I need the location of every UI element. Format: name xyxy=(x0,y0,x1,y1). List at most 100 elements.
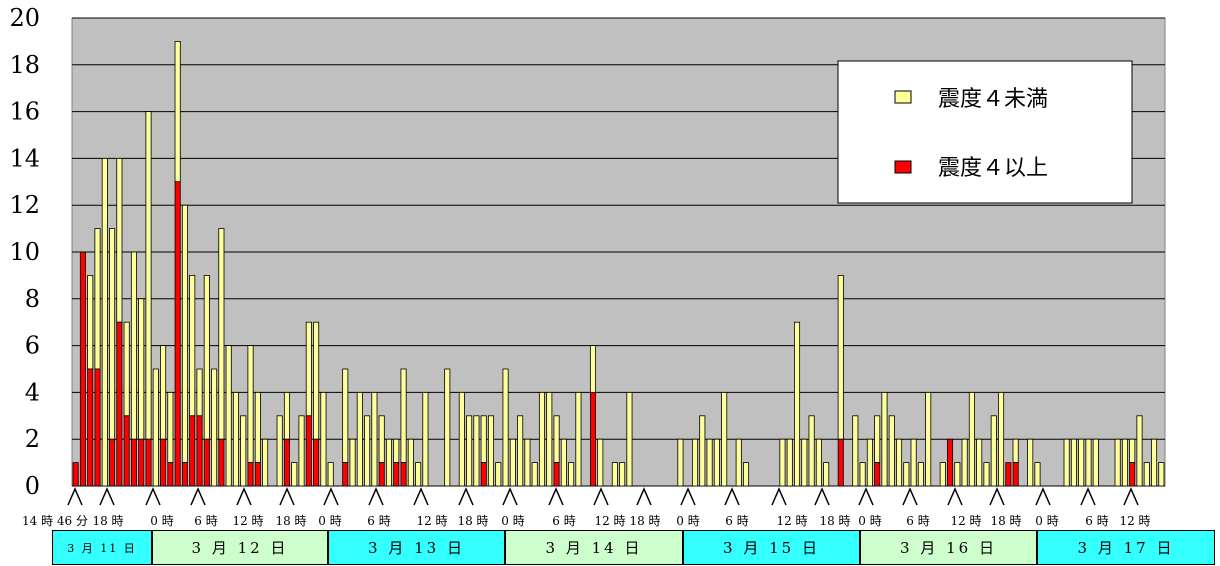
bar-above4 xyxy=(109,438,116,487)
bar-below4 xyxy=(568,462,575,487)
bar-below4 xyxy=(794,321,801,487)
bar-below4 xyxy=(560,438,567,487)
bar-below4 xyxy=(487,415,495,487)
bar-above4 xyxy=(123,415,130,487)
y-tick-label: 10 xyxy=(9,238,40,266)
x-tick-label: 18 時 xyxy=(819,514,850,528)
bar-below4 xyxy=(589,345,597,393)
bar-below4 xyxy=(415,462,422,487)
legend-label-below4: 震度４未満 xyxy=(938,87,1048,112)
x-tick-arrow xyxy=(279,487,295,506)
bar-below4 xyxy=(910,438,917,487)
bar-below4 xyxy=(1012,438,1019,464)
date-cell: 3 月 14 日 xyxy=(505,530,683,565)
bar-below4 xyxy=(145,111,152,440)
bar-below4 xyxy=(990,415,997,487)
x-tick-label: 6 時 xyxy=(194,514,217,528)
bar-above4 xyxy=(480,462,487,487)
x-tick-label: 12 時 xyxy=(232,514,263,528)
x-tick-label: 14 時 46 分 xyxy=(22,514,88,528)
bar-below4 xyxy=(546,391,553,487)
bar-below4 xyxy=(167,391,174,463)
bar-below4 xyxy=(211,368,218,487)
bar-below4 xyxy=(364,415,371,487)
bar-below4 xyxy=(538,391,546,487)
bar-below4 xyxy=(371,391,378,487)
x-tick-arrow xyxy=(902,487,918,506)
bar-below4 xyxy=(742,462,750,487)
x-tick-arrow xyxy=(236,487,252,506)
bar-below4 xyxy=(954,462,961,487)
bar-above4 xyxy=(218,438,225,487)
bar-above4 xyxy=(167,462,174,487)
bar-below4 xyxy=(225,345,232,487)
x-tick-arrow xyxy=(67,487,83,506)
x-tick-arrow xyxy=(680,487,696,506)
bar-below4 xyxy=(903,462,910,487)
bar-above4 xyxy=(72,462,79,487)
legend: 震度４未満 震度４以上 xyxy=(837,60,1133,204)
bar-below4 xyxy=(385,438,392,487)
bar-below4 xyxy=(815,438,822,487)
bar-below4 xyxy=(232,391,239,487)
bar-below4 xyxy=(1063,438,1070,487)
x-tick-label: 6 時 xyxy=(1085,514,1108,528)
bar-below4 xyxy=(721,391,728,487)
bar-below4 xyxy=(1092,438,1099,487)
bar-below4 xyxy=(553,415,560,463)
bar-below4 xyxy=(859,462,866,487)
y-tick-label: 4 xyxy=(25,378,40,406)
bar-below4 xyxy=(837,274,844,440)
y-tick-label: 2 xyxy=(25,425,40,453)
legend-swatch-above4 xyxy=(894,160,912,174)
x-tick-label: 0 時 xyxy=(501,514,524,528)
date-cell: 3 月 11 日 xyxy=(52,530,152,565)
x-tick-arrow xyxy=(1035,487,1051,506)
bar-below4 xyxy=(123,321,130,417)
legend-swatch-below4 xyxy=(894,90,912,104)
bar-below4 xyxy=(866,438,873,487)
x-tick-arrow xyxy=(1123,487,1139,506)
x-tick-arrow xyxy=(858,487,874,506)
bar-below4 xyxy=(473,415,480,487)
date-cell: 3 月 15 日 xyxy=(683,530,860,565)
bar-below4 xyxy=(298,415,305,487)
x-tick-arrow xyxy=(989,487,1005,506)
bar-below4 xyxy=(575,391,582,487)
bar-above4 xyxy=(393,462,400,487)
bar-above4 xyxy=(254,462,261,487)
bar-below4 xyxy=(276,415,283,487)
x-tick-label: 12 時 xyxy=(776,514,807,528)
bar-below4 xyxy=(597,438,604,487)
bar-below4 xyxy=(517,415,524,487)
x-tick-arrow xyxy=(1080,487,1096,506)
y-tick-label: 12 xyxy=(9,191,40,219)
legend-label-above4: 震度４以上 xyxy=(938,156,1048,181)
bar-below4 xyxy=(1027,438,1034,487)
bar-above4 xyxy=(313,438,320,487)
y-tick-label: 14 xyxy=(9,144,40,172)
bar-above4 xyxy=(174,181,181,487)
bar-below4 xyxy=(1114,438,1121,487)
x-tick-arrow xyxy=(548,487,564,506)
bar-below4 xyxy=(619,462,626,487)
bar-below4 xyxy=(939,462,946,487)
bar-below4 xyxy=(444,368,451,487)
bar-above4 xyxy=(189,415,196,487)
y-tick-label: 0 xyxy=(25,472,40,500)
bar-below4 xyxy=(699,415,706,487)
bar-below4 xyxy=(976,438,983,487)
bar-above4 xyxy=(305,415,312,487)
bar-above4 xyxy=(837,438,844,487)
bar-below4 xyxy=(713,438,720,487)
x-tick-arrow xyxy=(99,487,115,506)
bar-below4 xyxy=(458,391,465,487)
bar-below4 xyxy=(823,462,830,487)
bar-above4 xyxy=(1012,462,1019,487)
x-tick-arrow xyxy=(724,487,740,506)
bar-below4 xyxy=(509,438,516,487)
bar-above4 xyxy=(116,321,123,487)
x-tick-arrow xyxy=(814,487,830,506)
x-tick-label: 6 時 xyxy=(367,514,390,528)
x-tick-label: 6 時 xyxy=(725,514,748,528)
